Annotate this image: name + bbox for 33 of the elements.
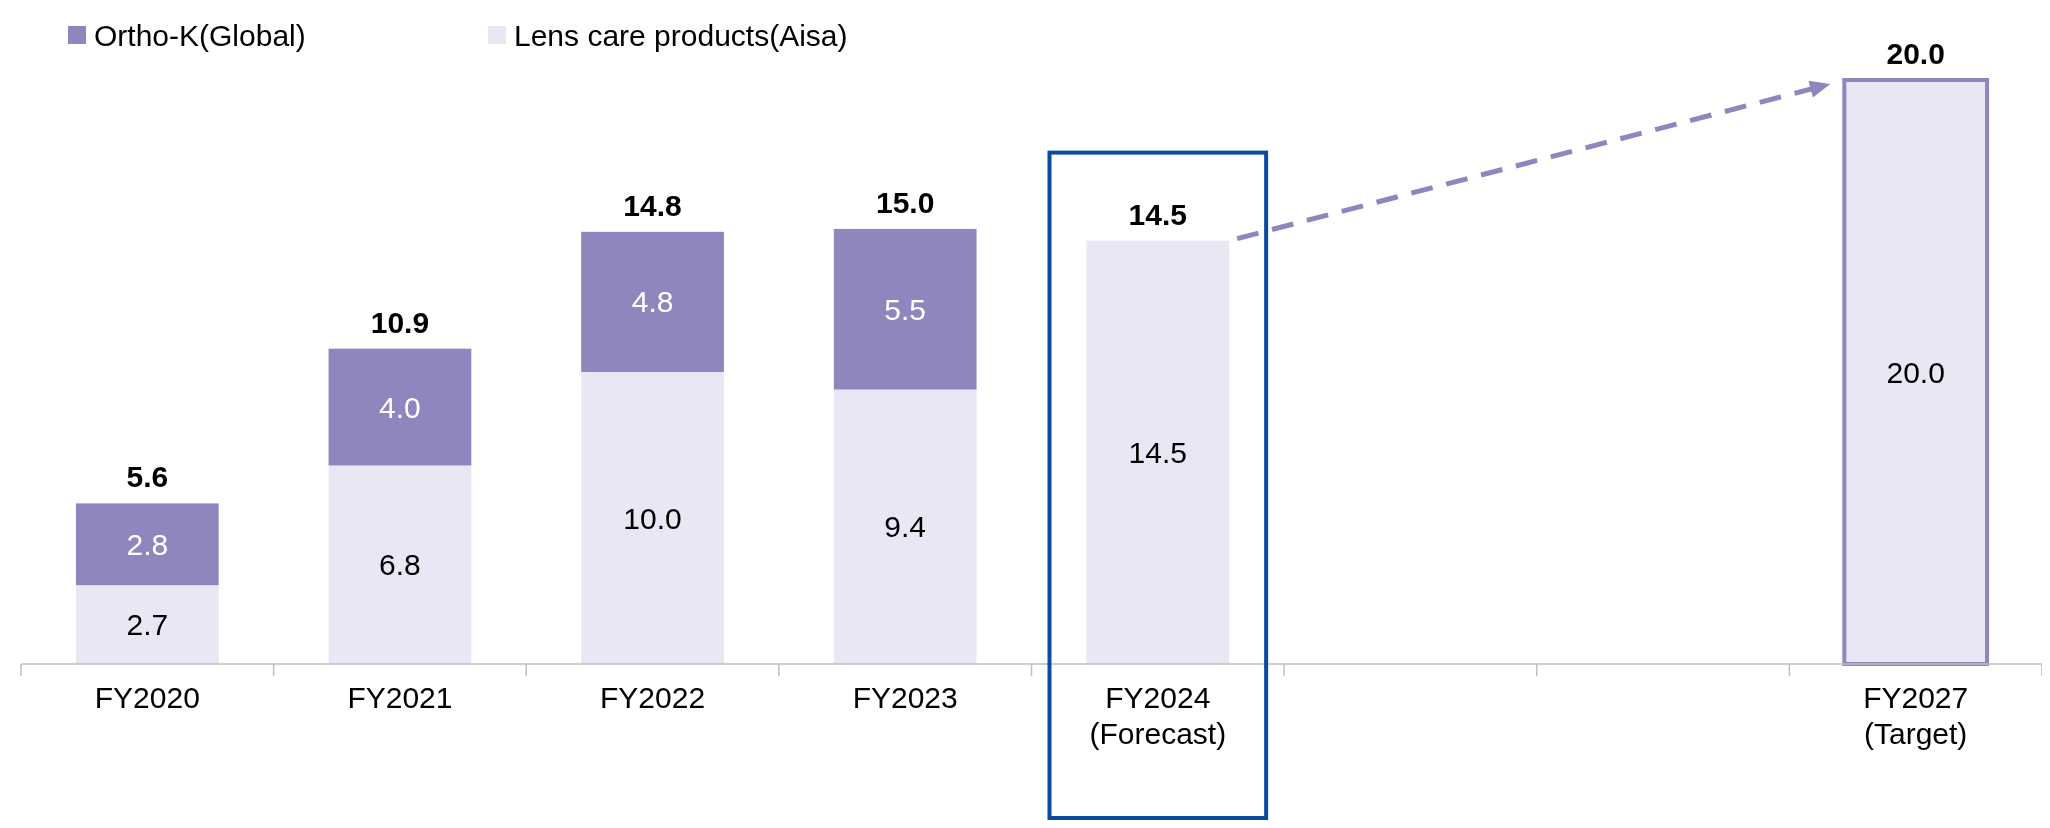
bar [833,228,977,390]
bar [833,389,977,664]
bar [75,585,219,664]
total-label: 10.9 [370,305,430,339]
x-tick-label: FY2021 [347,681,453,714]
total-label: 14.5 [1128,197,1188,231]
total-label: 14.8 [623,188,682,222]
data-label: 2.8 [126,527,169,561]
x-tick-label: FY2027 (Target) [1863,681,1969,750]
total-label: 5.6 [126,460,169,494]
bar [581,231,724,372]
x-tick-label: FY2024 (Forecast) [1089,681,1227,750]
total-label: 15.0 [875,185,935,219]
data-label: 5.5 [884,292,927,326]
x-tick-label: FY2022 [600,681,706,714]
bar [328,348,472,466]
bar [581,372,724,664]
data-label: 10.0 [623,501,682,535]
x-tick-label: FY2020 [94,681,200,714]
bar [1086,240,1230,664]
bar [328,465,472,664]
x-tick-label: FY2023 [852,681,958,714]
data-label: 6.8 [379,548,421,582]
data-label: 20.0 [1886,355,1945,389]
total-label: 20.0 [1886,37,1945,70]
data-label: 14.5 [1128,435,1188,469]
data-label: 2.7 [126,608,169,642]
bar [75,503,219,586]
legend-label: Lens care products(Aisa) [514,18,848,52]
legend-label: Ortho-K(Global) [94,18,306,52]
data-label: 4.8 [631,285,674,319]
data-label: 9.4 [884,510,927,544]
data-label: 4.0 [379,390,421,424]
